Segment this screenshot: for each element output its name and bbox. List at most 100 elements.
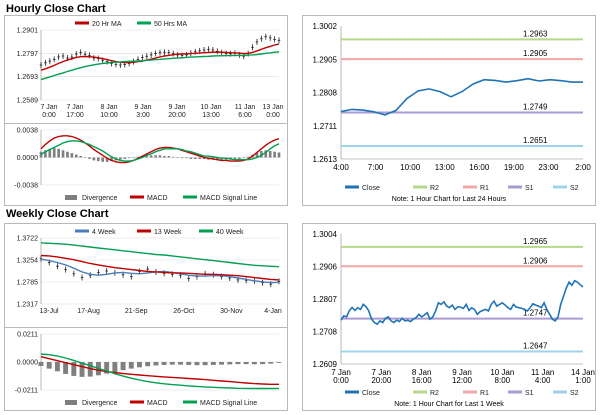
chart-note: Note: 1 Hour Chart for Last 1 Week [394, 401, 504, 408]
divergence-bar [96, 157, 100, 162]
x-tick-label: 26-Oct [173, 308, 194, 315]
divergence-bar [202, 157, 206, 159]
legend-macd-label: MACD [147, 195, 168, 202]
x-tick-label: 23:00 [538, 163, 559, 172]
divergence-bar [246, 156, 250, 158]
legend-s2-label: S2 [570, 390, 579, 397]
divergence-bar [83, 157, 87, 158]
series-4-week [40, 258, 280, 284]
divergence-bar [79, 156, 82, 158]
legend-close-label: Close [362, 185, 380, 192]
legend-divergence-label: Divergence [82, 400, 118, 407]
x-tick-label: 21-Sep [125, 308, 148, 315]
divergence-bar [242, 157, 246, 159]
divergence-bar [52, 148, 56, 158]
series-close [340, 77, 583, 116]
divergence-bar [39, 151, 43, 158]
legend-s2-label: S2 [570, 185, 579, 192]
weekly-macd-chart: 0.0211 0.0000 -0.0211 Divergence MACD MACD Si… [15, 332, 282, 407]
divergence-bar [255, 152, 259, 158]
divergence-bar [92, 157, 96, 161]
divergence-bar [210, 362, 216, 365]
x-tick-label: 11 Jan 6:00 [235, 104, 256, 119]
weekly-macd-panel: 0.0211 0.0000 -0.0211 Divergence MACD MACD Si… [4, 327, 288, 411]
y-tick-label: 1.3004 [313, 230, 338, 239]
y-tick-label: -0.0038 [14, 183, 38, 190]
x-tick-label: 10 Jan 8:00 [490, 368, 514, 385]
y-tick-label: 1.2906 [313, 263, 338, 272]
legend-40-week-label: 40 Week [216, 229, 244, 236]
divergence-bar [112, 362, 118, 372]
y-tick-label: 1.2797 [17, 51, 39, 58]
x-tick-label: 10:00 [400, 163, 421, 172]
legend-macd-signal-line-label: MACD Signal Line [200, 195, 257, 202]
divergence-bar [238, 157, 241, 159]
divergence-bar [176, 157, 179, 158]
divergence-bar [193, 157, 197, 159]
divergence-bar [158, 155, 162, 158]
y-tick-label: 1.2589 [17, 98, 39, 105]
x-tick-label: 4:00 [333, 163, 349, 172]
x-tick-label: 9 Jan 12:00 [452, 368, 473, 385]
x-tick-label: 14 Jan 1:00 [571, 368, 595, 385]
x-tick-label: 7 Jan 0:00 [331, 368, 351, 385]
x-tick-label: 10 Jan 13:00 [200, 104, 221, 119]
legend-macd-label: MACD [147, 400, 168, 407]
legend-13-week-label: 13 Week [154, 229, 182, 236]
hourly-levels-panel: 1.3002 1.2905 1.2808 1.2711 1.2613 1.2963 1.29… [302, 15, 596, 206]
divergence-bar [136, 156, 140, 158]
divergence-bar [88, 157, 91, 159]
divergence-bar [63, 362, 69, 374]
y-tick-label: 1.2711 [313, 122, 337, 131]
legend-s1-label: S1 [525, 390, 534, 397]
hourly-section-title: Hourly Close Chart [6, 3, 106, 15]
divergence-bar [128, 362, 134, 369]
y-tick-label: 1.2905 [313, 55, 338, 64]
y-tick-label: 0.0038 [17, 128, 39, 135]
divergence-bar [260, 150, 263, 158]
divergence-bar [169, 362, 175, 365]
series-macd-signal-line [40, 353, 280, 390]
divergence-bar [120, 362, 126, 371]
y-tick-label: 1.2785 [17, 280, 39, 287]
x-tick-label: 7 Jan 0:00 [40, 104, 57, 119]
divergence-bar [163, 156, 166, 158]
divergence-bar [57, 148, 60, 158]
y-tick-label: 1.3254 [17, 258, 39, 265]
x-tick-label: 7:00 [368, 163, 384, 172]
legend-r1-label: R1 [480, 185, 489, 192]
chart-note: Note: 1 Hour Chart for Last 24 Hours [392, 196, 507, 203]
divergence-bar [194, 362, 200, 366]
divergence-bar [70, 153, 74, 158]
divergence-bar [273, 151, 276, 158]
x-tick-label: 13:00 [435, 163, 456, 172]
divergence-bar [277, 152, 281, 158]
divergence-bar [243, 362, 249, 365]
y-tick-label: 1.2901 [17, 28, 39, 35]
divergence-bar [137, 362, 142, 368]
divergence-bar [149, 155, 153, 158]
y-tick-label: 1.2317 [17, 302, 39, 309]
legend-r2-label: R2 [430, 390, 439, 397]
level-label-r1: 1.2905 [523, 49, 548, 58]
divergence-bar [276, 362, 282, 363]
divergence-bar [46, 362, 52, 369]
divergence-bar [180, 157, 184, 159]
x-tick-label: 4-Jan [264, 308, 282, 315]
series-macd [40, 356, 279, 385]
divergence-bar [235, 362, 241, 365]
hourly-macd-panel: 0.0038 0.0000 -0.0038 Divergence MACD MACD Si… [4, 123, 288, 206]
divergence-bar [105, 157, 109, 162]
divergence-bar [260, 362, 266, 365]
divergence-bar [186, 362, 192, 365]
divergence-bar [74, 154, 78, 158]
x-tick-label: 19:00 [504, 163, 525, 172]
divergence-bar [189, 157, 193, 159]
x-tick-label: 9 Jan 3:00 [134, 104, 151, 119]
divergence-bar [227, 362, 233, 365]
y-tick-label: 1.2609 [313, 360, 338, 369]
weekly-levels-panel: 1.3004 1.2906 1.2807 1.2708 1.2609 1.2965 1.29… [302, 223, 596, 411]
level-label-r1: 1.2906 [523, 256, 548, 265]
x-tick-label: 30-Nov [220, 308, 243, 315]
legend-divergence-swatch [65, 400, 77, 405]
